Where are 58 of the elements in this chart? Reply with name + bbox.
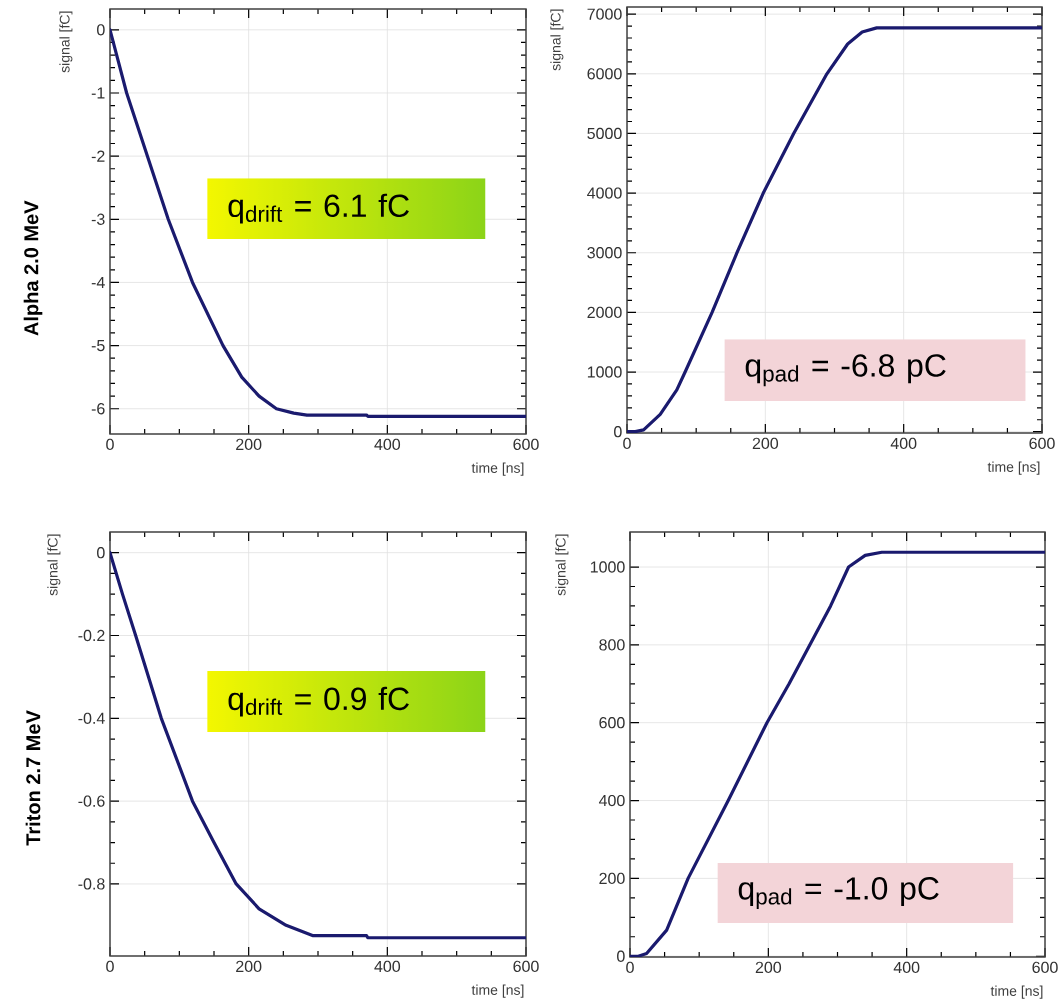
x-tick-label: 400	[374, 960, 401, 973]
y-tick-label: 4000	[587, 187, 622, 199]
x-axis-title: time [ns]	[471, 462, 524, 476]
y-tick-label: 800	[599, 639, 625, 651]
x-tick-label: 200	[752, 437, 779, 450]
x-tick-label: 200	[236, 960, 262, 973]
y-tick-label: 0	[97, 547, 105, 559]
y-tick-label: -4	[91, 276, 105, 288]
y-tick-label: 600	[599, 717, 625, 729]
y-tick-label: -6	[91, 403, 105, 415]
y-tick-label: 7000	[587, 8, 622, 20]
y-tick-label: 0	[97, 24, 105, 36]
x-axis-title: time [ns]	[987, 461, 1040, 475]
y-axis-title: signal [fC]	[47, 534, 61, 596]
x-tick-label: 400	[893, 961, 920, 974]
x-tick-label: 200	[755, 961, 782, 974]
y-axis-title: signal [fC]	[555, 534, 569, 596]
x-tick-label: 0	[106, 438, 114, 451]
text: Triton 2.7 MeV	[25, 710, 41, 846]
x-tick-label: 600	[1029, 437, 1055, 450]
x-axis-title: time [ns]	[471, 984, 524, 998]
line-series	[627, 26, 1043, 433]
annotation: q$_{pad}$ = -6.8 pC	[745, 354, 946, 387]
y-tick-label: -3	[91, 213, 105, 225]
y-tick-label: 0	[617, 950, 625, 962]
x-tick-label: 200	[236, 438, 262, 451]
x-tick-label: 600	[513, 438, 539, 451]
y-axis-title: signal [fC]	[550, 9, 564, 71]
y-tick-label: -5	[91, 340, 105, 352]
annotation: q$_{drift}$ = 6.1 fC	[228, 193, 409, 224]
text: Alpha 2.0 MeV	[23, 200, 43, 336]
x-axis-title: time [ns]	[990, 985, 1043, 999]
x-tick-label: 600	[513, 960, 539, 973]
y-tick-label: 6000	[587, 68, 622, 80]
x-tick-label: 600	[1032, 961, 1058, 974]
y-tick-label: 1000	[590, 561, 625, 573]
y-tick-label: 2000	[587, 306, 622, 319]
y-tick-label: -0.6	[78, 795, 105, 807]
y-tick-label: 0	[614, 426, 622, 438]
y-tick-label: 1000	[587, 366, 622, 378]
line-series	[110, 551, 526, 940]
annotation: q$_{drift}$ = 0.9 fC	[228, 686, 409, 717]
x-tick-label: 400	[890, 437, 917, 450]
annotation: q$_{pad}$ = -1.0 pC	[738, 877, 939, 910]
y-tick-label: 5000	[587, 127, 622, 140]
y-tick-label: 3000	[587, 247, 622, 259]
x-tick-label: 400	[374, 438, 401, 451]
y-tick-label: -1	[91, 87, 105, 99]
y-tick-label: -2	[91, 150, 105, 162]
y-tick-label: 400	[598, 794, 625, 807]
y-tick-label: -0.4	[78, 712, 105, 724]
line-series	[110, 28, 526, 418]
x-tick-label: 0	[626, 961, 634, 974]
x-tick-label: 0	[106, 960, 114, 973]
y-tick-label: 200	[599, 872, 625, 885]
y-tick-label: -0.2	[78, 629, 105, 642]
y-tick-label: -0.8	[78, 878, 105, 890]
y-axis-title: signal [fC]	[59, 11, 73, 73]
